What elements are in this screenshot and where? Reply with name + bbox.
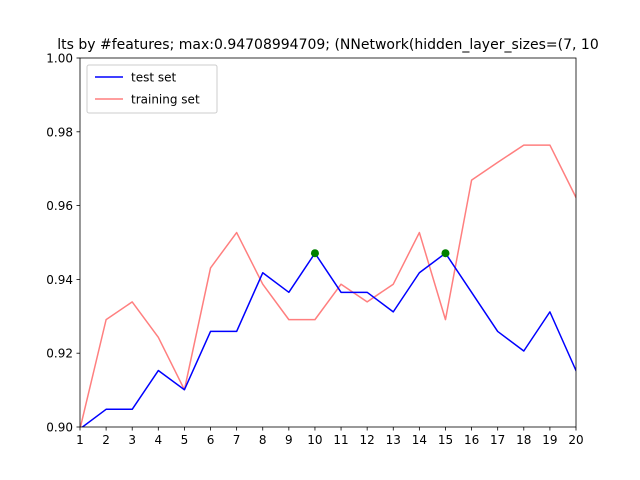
x-tick-label: 16 [464,433,479,447]
axes-frame [79,57,577,428]
max-point-marker [441,249,450,258]
y-tick-label: 0.98 [46,125,73,139]
x-tick-label: 18 [516,433,531,447]
legend: test set training set [86,64,218,114]
x-tick-label: 11 [333,433,348,447]
x-tick-label: 1 [76,433,84,447]
x-tick-label: 14 [412,433,427,447]
x-tick-label: 4 [154,433,162,447]
y-tick-label: 0.94 [46,273,73,287]
x-tick-label: 8 [259,433,267,447]
y-tick-label: 0.92 [46,347,73,361]
x-tick-label: 6 [207,433,215,447]
x-tick-label: 20 [568,433,583,447]
x-tick-label: 17 [490,433,505,447]
y-tick-label: 1.00 [46,52,73,66]
y-tick-label: 0.90 [46,421,73,435]
x-tick-label: 13 [386,433,401,447]
axes: 1 2 3 4 5 6 7 8 9 10 11 12 13 14 15 16 17 18 19 200.900.920… [46,37,598,447]
x-tick-label: 10 [307,433,322,447]
x-tick-label: 2 [102,433,110,447]
y-tick-label: 0.96 [46,199,73,213]
x-tick-label: 19 [542,433,557,447]
series-line-training-set [80,144,576,427]
series-line-test-set [81,252,576,427]
x-tick-label: 9 [285,433,293,447]
chart-title: lts by #features; max:0.94708994709; (NN… [57,37,598,53]
x-tick-label: 12 [360,433,375,447]
legend-label-test-set: test set [131,71,176,85]
x-tick-label: 7 [233,433,241,447]
legend-label-training-set: training set [131,93,200,107]
plot-area [80,144,576,427]
max-point-marker [310,249,319,258]
x-tick-label: 3 [128,433,136,447]
x-tick-label: 5 [181,433,189,447]
x-tick-label: 15 [438,433,453,447]
